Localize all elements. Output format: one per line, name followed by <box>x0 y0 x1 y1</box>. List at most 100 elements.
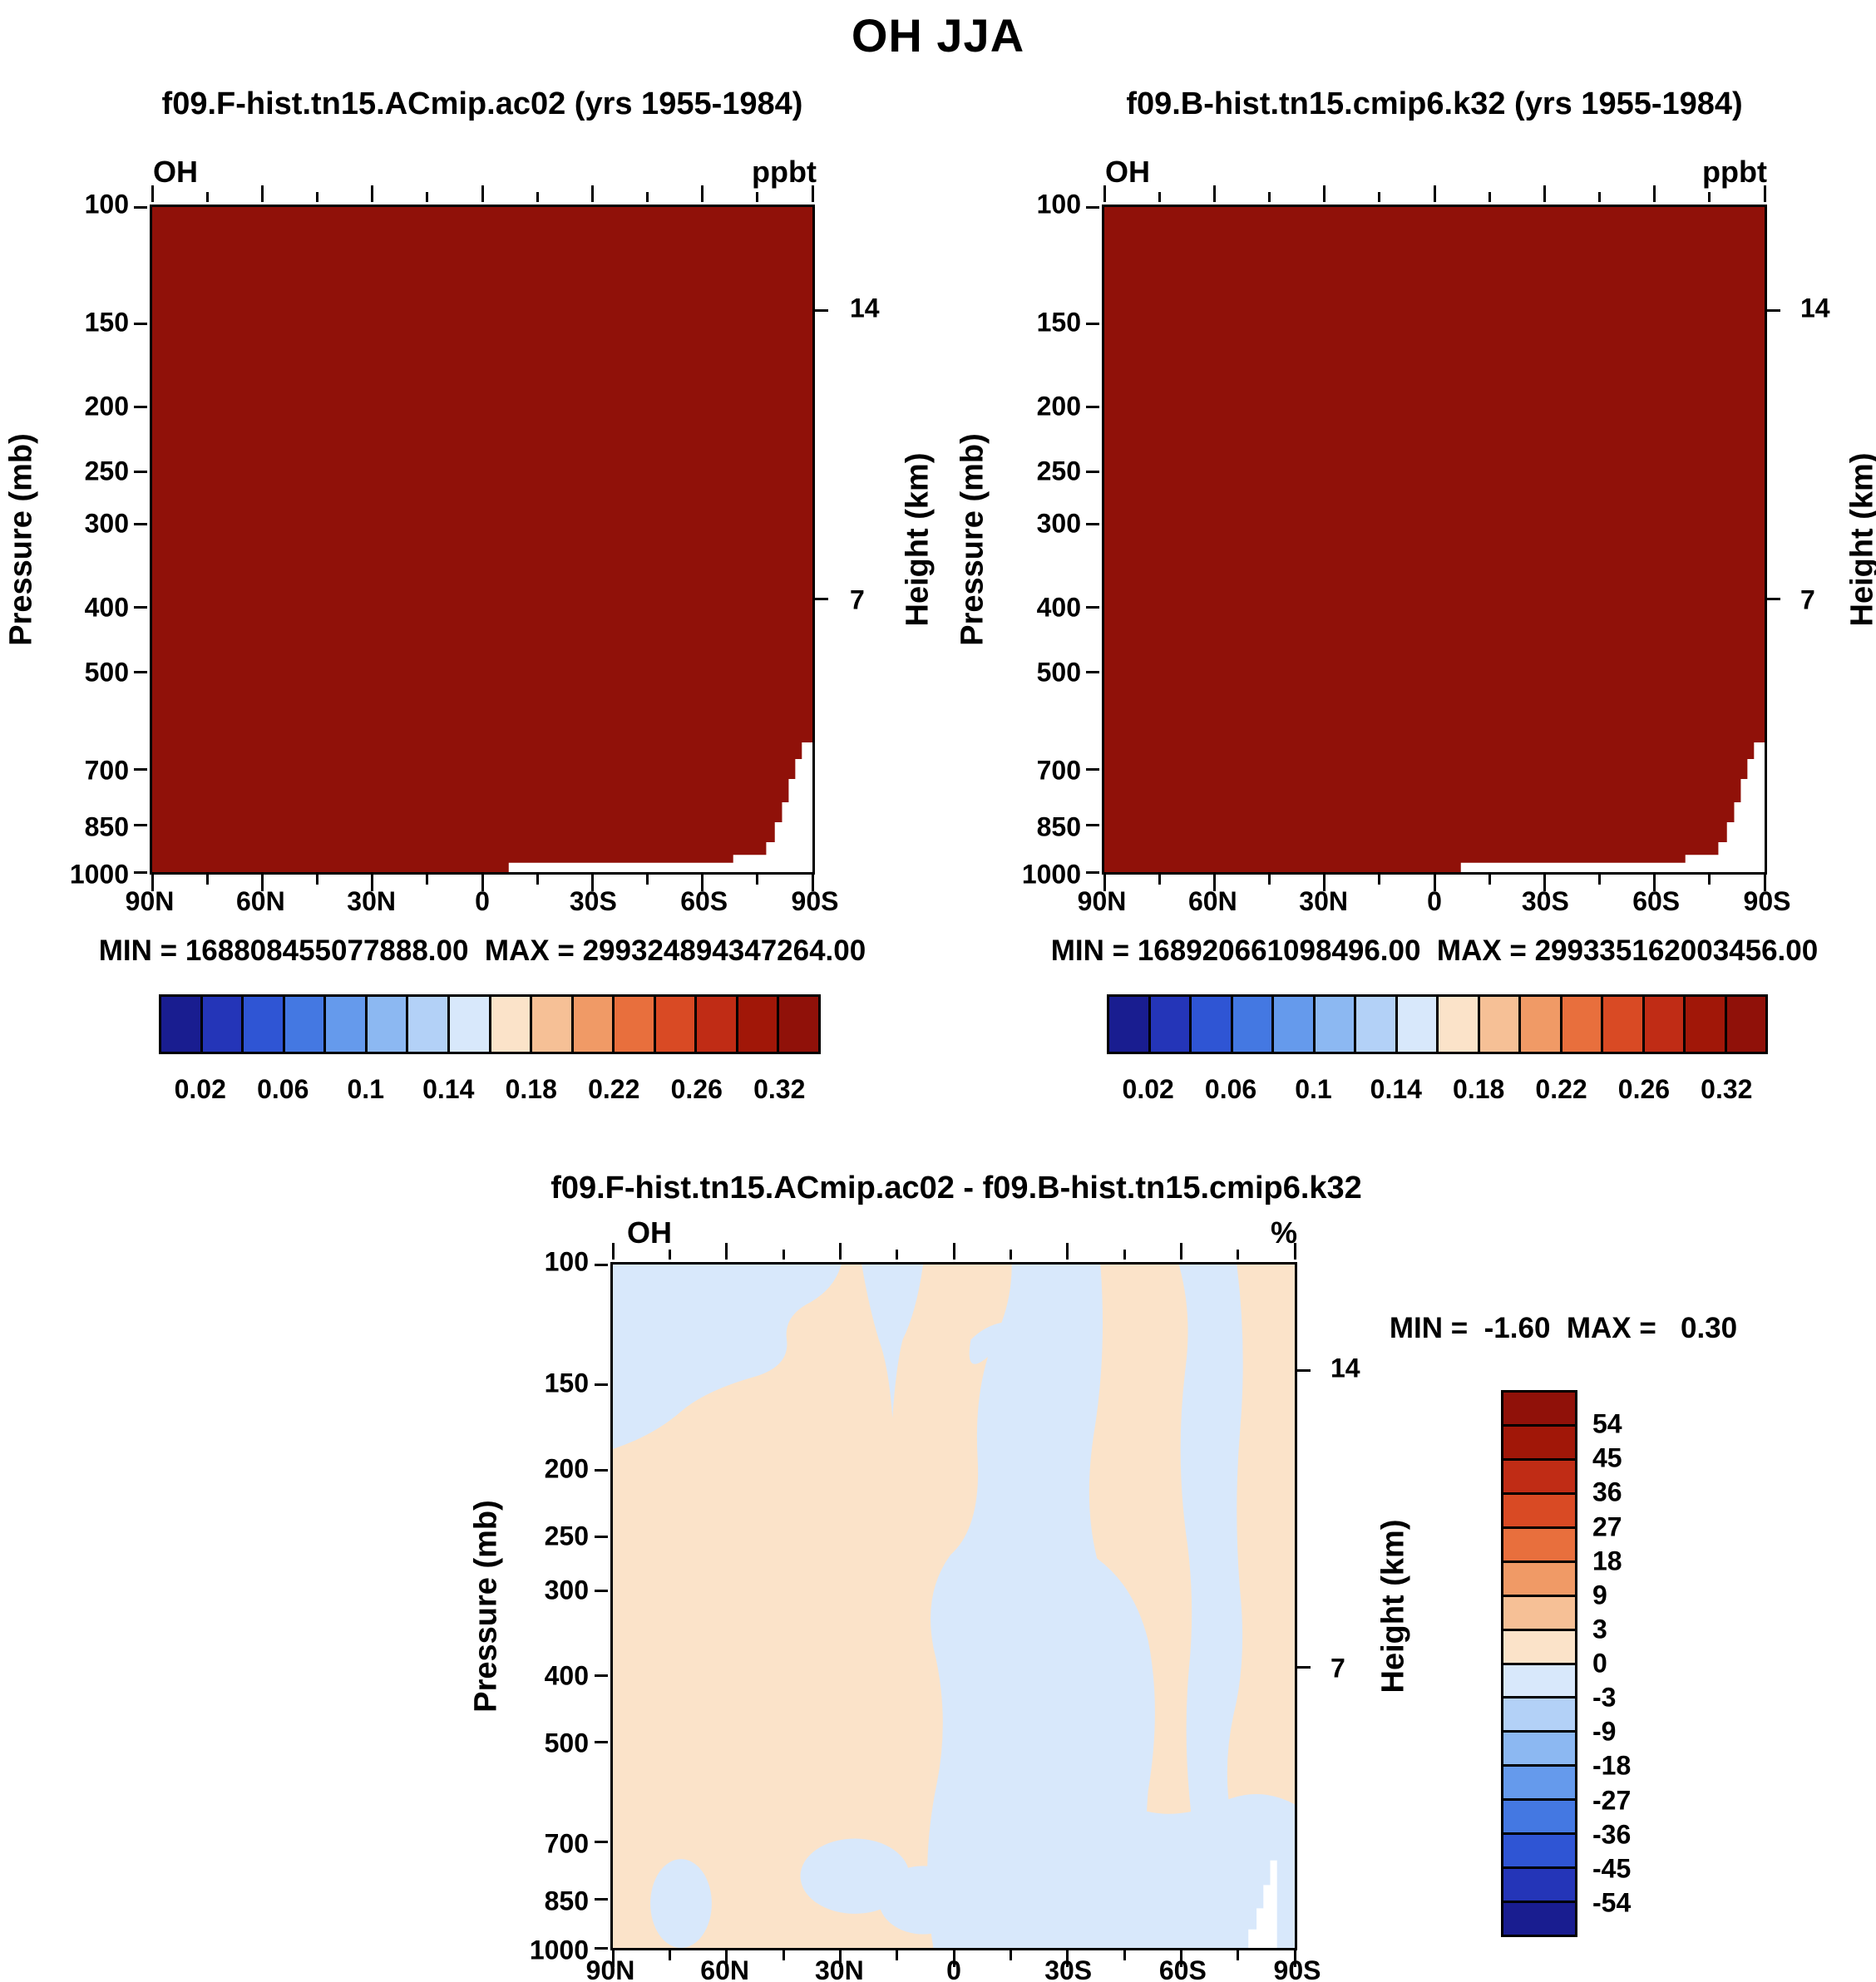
colorbar-cell <box>364 997 407 1052</box>
axis-tick <box>1179 1950 1182 1967</box>
pressure-tick-label: 150 <box>84 307 129 338</box>
oh-field-top-right <box>1104 207 1765 872</box>
latitude-tick-label: 0 <box>475 886 490 916</box>
axis-tick <box>1763 875 1766 891</box>
axis-tick <box>1066 1950 1069 1967</box>
colorbar-cell <box>488 997 531 1052</box>
colorbar-tick-label: 0.22 <box>1535 1074 1587 1104</box>
axis-tick <box>1708 875 1711 885</box>
colorbar-cell <box>1503 1866 1575 1901</box>
pressure-tick-label: 200 <box>1036 391 1081 422</box>
axis-tick <box>1212 185 1216 202</box>
colorbar-cell <box>1503 1457 1575 1492</box>
axis-tick <box>1086 323 1099 326</box>
latitude-tick-label: 30S <box>1044 1955 1093 1982</box>
terrain-mask <box>1248 1860 1277 1948</box>
colorbar-tick-label: 0.06 <box>1204 1074 1257 1104</box>
axis-tick <box>1767 308 1780 312</box>
latitude-axis-labels-bottom: 90N 60N 30N 0 30S 60S 90S <box>586 1955 1321 1982</box>
pressure-tick-label: 150 <box>544 1368 589 1398</box>
colorbar-cell <box>406 997 447 1052</box>
colorbar-cell <box>1148 997 1189 1052</box>
colorbar-cell <box>1503 1560 1575 1595</box>
pressure-axis-labels-bottom: 100 150 200 250 300 400 500 700 850 1000 <box>509 1247 589 1965</box>
pressure-tick-label: 300 <box>84 508 129 539</box>
colorbar-tick-label: 0.32 <box>753 1074 806 1104</box>
colorbar-cell <box>1395 997 1436 1052</box>
axis-tick <box>815 308 828 312</box>
axis-tick <box>1086 205 1099 209</box>
axis-tick <box>756 875 759 885</box>
axis-tick <box>1323 875 1326 891</box>
axis-tick <box>1086 606 1099 609</box>
axis-tick <box>134 406 147 409</box>
latitude-tick-label: 60N <box>1187 886 1237 916</box>
pressure-tick-label: 100 <box>544 1246 589 1277</box>
axis-tick <box>1086 470 1099 473</box>
panel-title-top-right: f09.B-hist.tn15.cmip6.k32 (yrs 1955-1984… <box>1126 86 1743 121</box>
colorbar-cell <box>161 997 200 1052</box>
axis-tick <box>134 670 147 673</box>
colorbar-tick-label: 0.26 <box>1617 1074 1671 1104</box>
colorbar-tick-label: 0.02 <box>174 1074 226 1104</box>
colorbar-tick-label: 0.14 <box>422 1074 475 1104</box>
colorbar-cell <box>570 997 613 1052</box>
colorbar-tick-label: 0.1 <box>1295 1074 1332 1104</box>
axis-tick <box>646 192 649 202</box>
colorbar-cell <box>1683 997 1725 1052</box>
pressure-tick-label: 250 <box>84 456 129 486</box>
colorbar-cell <box>1724 997 1765 1052</box>
pressure-tick-label: 700 <box>1036 755 1081 786</box>
height-tick-label: 14 <box>1330 1353 1360 1383</box>
latitude-tick-label: 90N <box>585 1955 635 1982</box>
axis-tick <box>1763 185 1766 202</box>
axis-tick <box>134 870 147 874</box>
axis-tick <box>134 767 147 771</box>
pressure-axis-labels-top-left: 100 150 200 250 300 400 500 700 850 1000 <box>48 190 129 890</box>
pressure-tick-label: 300 <box>544 1575 589 1605</box>
axis-tick <box>668 1950 671 1960</box>
colorbar-tick-label: 36 <box>1592 1477 1622 1507</box>
axis-tick <box>1179 1243 1182 1260</box>
latitude-tick-label: 90S <box>1273 1955 1321 1982</box>
colorbar-cell <box>1503 1696 1575 1731</box>
colorbar-tick-label: 0.1 <box>347 1074 384 1104</box>
pressure-tick-label: 500 <box>544 1728 589 1758</box>
axis-tick <box>590 185 594 202</box>
colorbar-cell <box>694 997 736 1052</box>
plot-top-left <box>134 185 828 891</box>
pressure-tick-label: 500 <box>1036 657 1081 688</box>
axis-tick <box>1543 185 1546 202</box>
colorbar-cell <box>1503 1393 1575 1424</box>
height-tick-label: 14 <box>850 293 880 323</box>
colorbar-cell <box>1642 997 1683 1052</box>
height-tick-label: 7 <box>1330 1653 1345 1684</box>
colorbar-tick-label: 18 <box>1592 1546 1622 1576</box>
colorbar-tick-label: -45 <box>1592 1853 1632 1884</box>
axis-tick <box>134 823 147 826</box>
colorbar-cell <box>1189 997 1231 1052</box>
axis-tick <box>1598 875 1601 885</box>
latitude-tick-label: 0 <box>1427 886 1442 916</box>
height-tick-label: 14 <box>1800 293 1830 323</box>
axis-tick <box>1086 406 1099 409</box>
colorbar-tick-label: 0 <box>1592 1648 1607 1679</box>
axis-tick <box>151 875 154 891</box>
colorbar-cell <box>530 997 571 1052</box>
axis-tick <box>426 875 429 885</box>
axis-tick <box>134 606 147 609</box>
axis-tick <box>1237 1250 1240 1260</box>
colorbar-tick-label: -36 <box>1592 1819 1632 1850</box>
terrain-mask <box>1460 742 1765 872</box>
colorbar-tick-label: 54 <box>1592 1408 1622 1439</box>
diff-negative-region <box>613 1265 1295 1948</box>
axis-tick <box>595 1898 608 1901</box>
axis-tick <box>611 1950 615 1967</box>
latitude-tick-label: 60N <box>235 886 285 916</box>
axis-tick <box>134 323 147 326</box>
colorbar-cell <box>1503 1423 1575 1458</box>
units-label-top-right: ppbt <box>1702 155 1767 189</box>
axis-tick <box>1237 1950 1240 1960</box>
axis-tick <box>1433 185 1436 202</box>
axis-tick <box>481 185 484 202</box>
